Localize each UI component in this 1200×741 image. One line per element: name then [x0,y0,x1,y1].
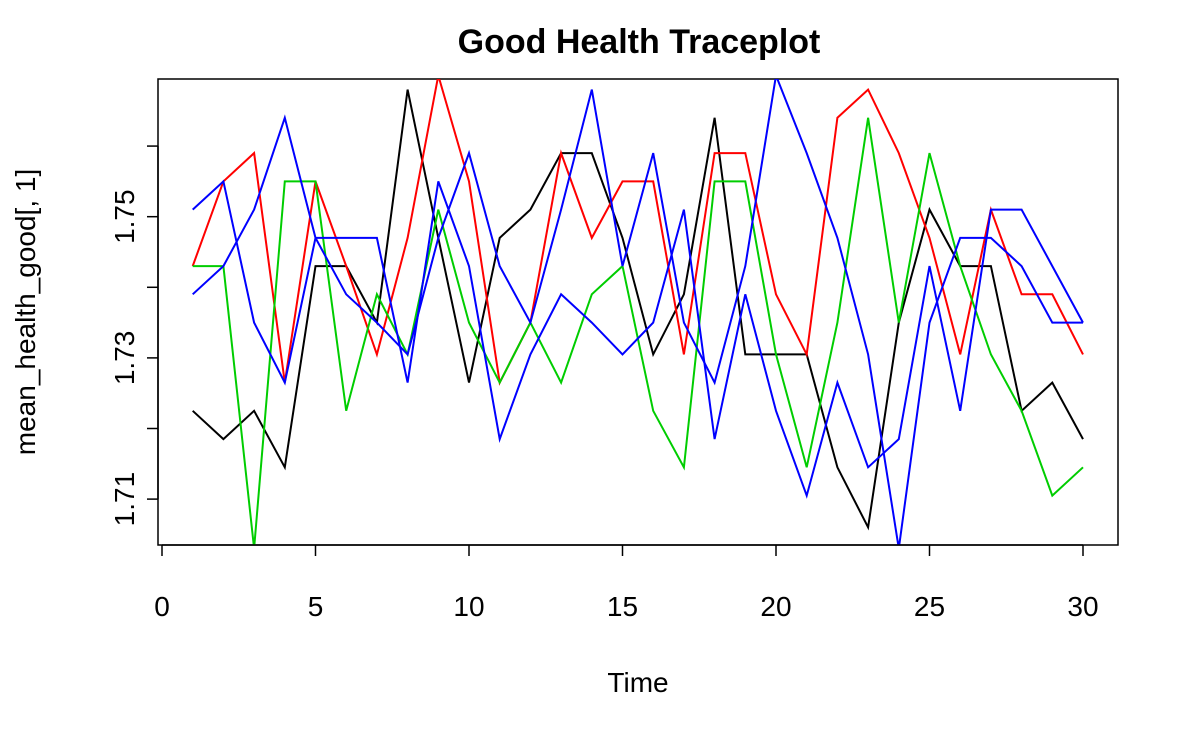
x-tick-label: 15 [607,591,638,622]
x-tick-label: 10 [453,591,484,622]
series-line-4 [192,179,1084,499]
x-tick-label: 20 [760,591,791,622]
series-layer [191,79,1084,545]
series-line-3 [192,117,1084,545]
y-tick-label: 1.75 [109,189,140,244]
y-tick-label: 1.71 [109,472,140,527]
x-axis-label: Time [607,667,668,698]
x-axis: 0 5 10 15 20 25 30 [154,544,1099,622]
series-line-1 [192,89,1084,531]
x-tick-label: 30 [1067,591,1098,622]
y-tick-label: 1.73 [109,331,140,386]
x-tick-label: 0 [154,591,170,622]
x-tick-label: 5 [308,591,324,622]
series-line-2 [191,79,1084,386]
plot-area-frame [157,78,1119,546]
y-axis: 1.71 1.73 1.75 [109,145,159,527]
series-line-5 [192,79,1083,545]
y-axis-label: mean_health_good[, 1] [10,169,41,455]
chart-title: Good Health Traceplot [458,23,821,61]
x-tick-label: 25 [914,591,945,622]
